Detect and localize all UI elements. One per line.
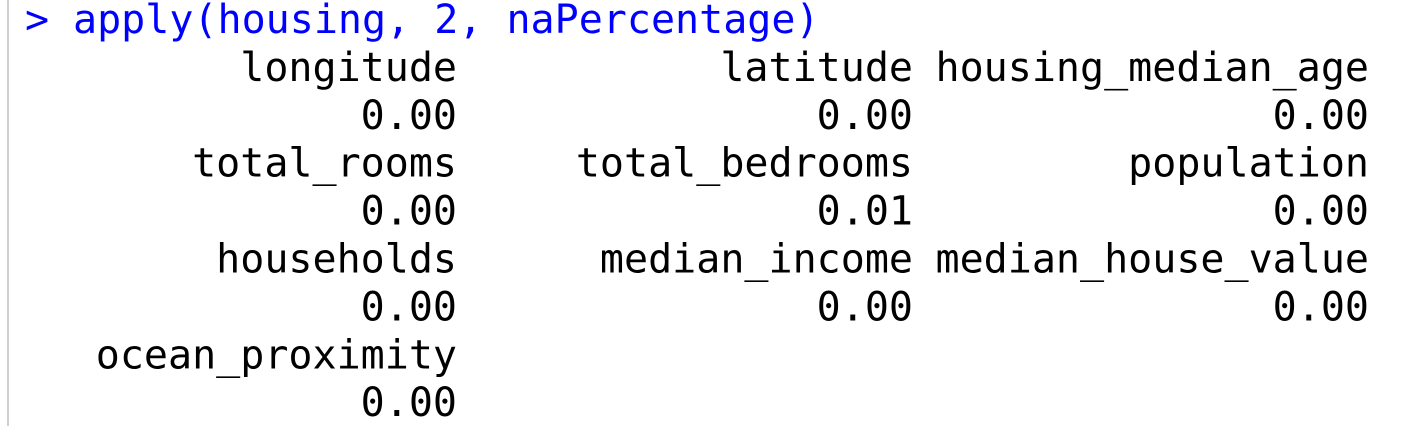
column-value: 0.00 xyxy=(361,284,457,330)
column-name: housing_median_age xyxy=(936,45,1369,91)
column-name: households xyxy=(216,237,457,283)
command: apply(housing, 2, naPercentage) xyxy=(73,0,820,43)
column-value: 0.00 xyxy=(361,189,457,235)
column-name: latitude xyxy=(720,45,913,91)
column-value: 0.00 xyxy=(817,284,913,330)
column-name: total_bedrooms xyxy=(576,141,913,187)
column-value: 0.00 xyxy=(361,380,457,426)
column-value: 0.00 xyxy=(1273,93,1369,139)
column-name: population xyxy=(1128,141,1369,187)
column-name: ocean_proximity xyxy=(96,332,457,378)
column-value: 0.00 xyxy=(1273,189,1369,235)
prompt: > xyxy=(25,0,49,43)
column-value: 0.00 xyxy=(1273,284,1369,330)
column-name: median_income xyxy=(600,237,913,283)
column-name: longitude xyxy=(240,45,457,91)
column-name: total_rooms xyxy=(192,141,457,187)
column-value: 0.00 xyxy=(817,93,913,139)
column-value: 0.00 xyxy=(361,93,457,139)
column-name: median_house_value xyxy=(936,237,1369,283)
column-value: 0.01 xyxy=(817,189,913,235)
